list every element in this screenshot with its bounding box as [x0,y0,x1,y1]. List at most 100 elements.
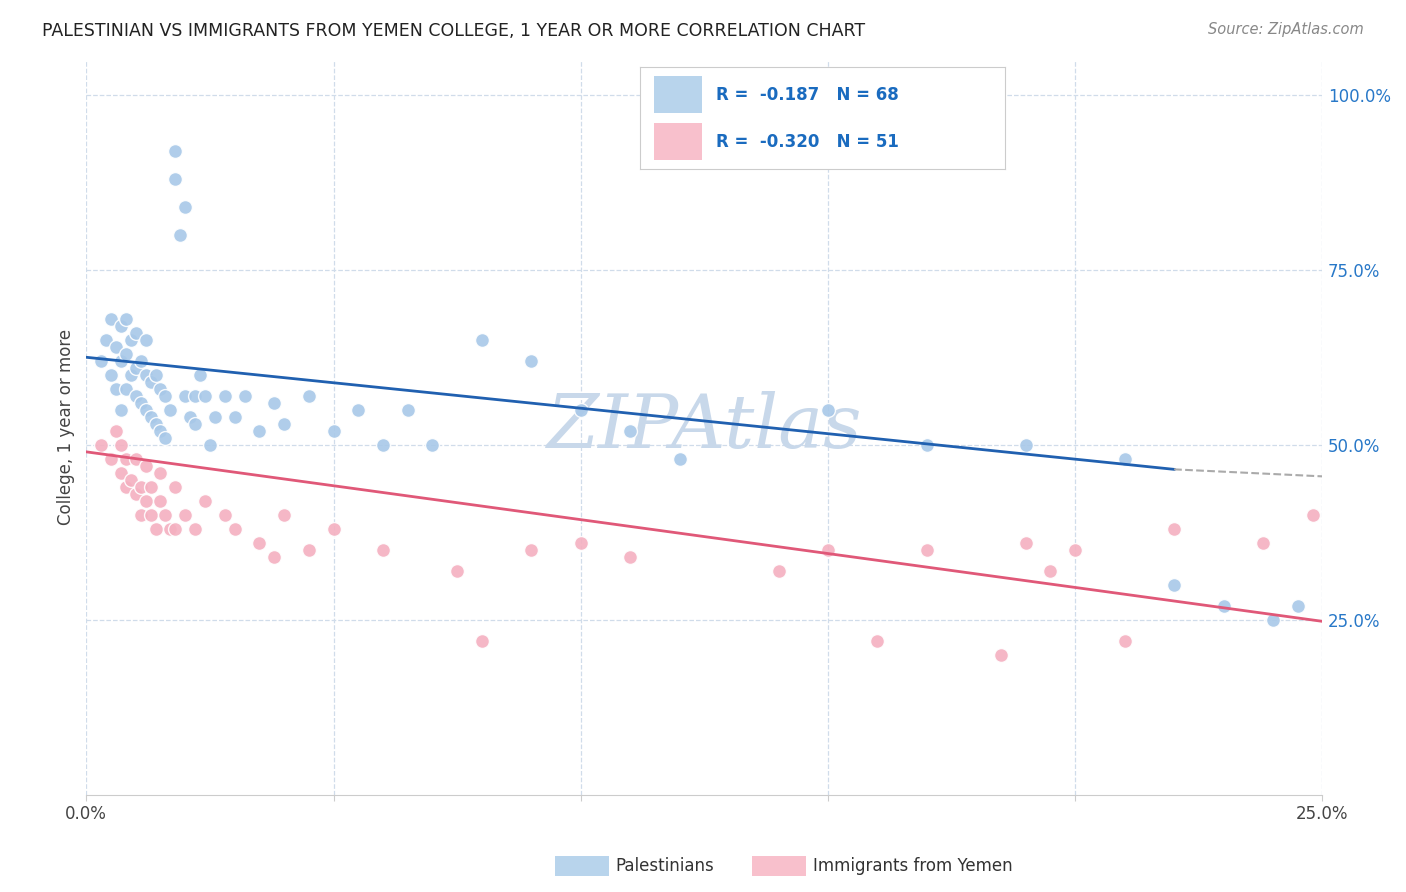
Point [1163,578,1185,592]
Point [396,402,419,417]
Point [129,396,152,410]
Point [273,417,295,431]
Point [520,542,543,557]
Text: Palestinians: Palestinians [616,857,714,875]
Point [184,389,207,403]
Point [194,389,217,403]
Bar [654,76,702,113]
Point [125,487,148,501]
Point [569,402,592,417]
Point [110,438,132,452]
Point [179,409,201,424]
Point [174,508,197,522]
Point [90,353,112,368]
Point [569,536,592,550]
Point [125,360,148,375]
Point [1114,451,1136,466]
Point [155,389,177,403]
Point [273,508,295,522]
Point [149,424,172,438]
Point [247,424,270,438]
Point [1163,522,1185,536]
Point [155,508,177,522]
Text: R =  -0.320   N = 51: R = -0.320 N = 51 [717,133,900,151]
Point [125,451,148,466]
Point [224,409,246,424]
Point [322,522,344,536]
Point [100,451,122,466]
Point [139,409,162,424]
Point [866,634,889,648]
Point [471,634,494,648]
Point [194,494,217,508]
Point [135,368,157,382]
Point [129,508,152,522]
Point [165,171,187,186]
Point [1114,634,1136,648]
Point [263,396,285,410]
Point [125,389,148,403]
Point [915,438,938,452]
Point [298,389,321,403]
Bar [654,123,702,161]
Point [100,311,122,326]
Point [184,522,207,536]
Point [371,438,394,452]
Point [347,402,370,417]
Point [135,494,157,508]
Point [371,542,394,557]
Point [110,466,132,480]
Point [1286,599,1309,613]
Point [135,402,157,417]
Point [90,438,112,452]
Point [298,542,321,557]
Point [619,549,641,564]
Point [115,382,138,396]
Point [120,333,142,347]
Y-axis label: College, 1 year or more: College, 1 year or more [58,329,75,525]
Point [263,549,285,564]
Point [165,522,187,536]
Point [145,417,167,431]
Point [322,424,344,438]
Point [120,368,142,382]
Point [233,389,256,403]
Point [94,333,117,347]
Point [135,458,157,473]
Point [139,480,162,494]
Point [165,144,187,158]
Point [214,389,236,403]
Point [668,451,690,466]
Point [129,480,152,494]
Point [188,368,211,382]
Point [155,431,177,445]
Point [139,375,162,389]
Text: Immigrants from Yemen: Immigrants from Yemen [813,857,1012,875]
Point [145,522,167,536]
Point [115,451,138,466]
Point [135,333,157,347]
Point [1015,536,1038,550]
Point [139,508,162,522]
Point [159,402,181,417]
Point [165,480,187,494]
Point [1212,599,1234,613]
Point [115,480,138,494]
Point [110,353,132,368]
Point [915,542,938,557]
Point [471,333,494,347]
Point [104,424,127,438]
Point [184,417,207,431]
Point [104,340,127,354]
Point [768,564,790,578]
Point [129,353,152,368]
Point [169,227,191,242]
Point [422,438,444,452]
Point [990,648,1012,662]
Point [174,389,197,403]
Text: R =  -0.187   N = 68: R = -0.187 N = 68 [717,86,900,103]
Point [204,409,226,424]
Point [214,508,236,522]
Point [115,347,138,361]
Point [174,200,197,214]
